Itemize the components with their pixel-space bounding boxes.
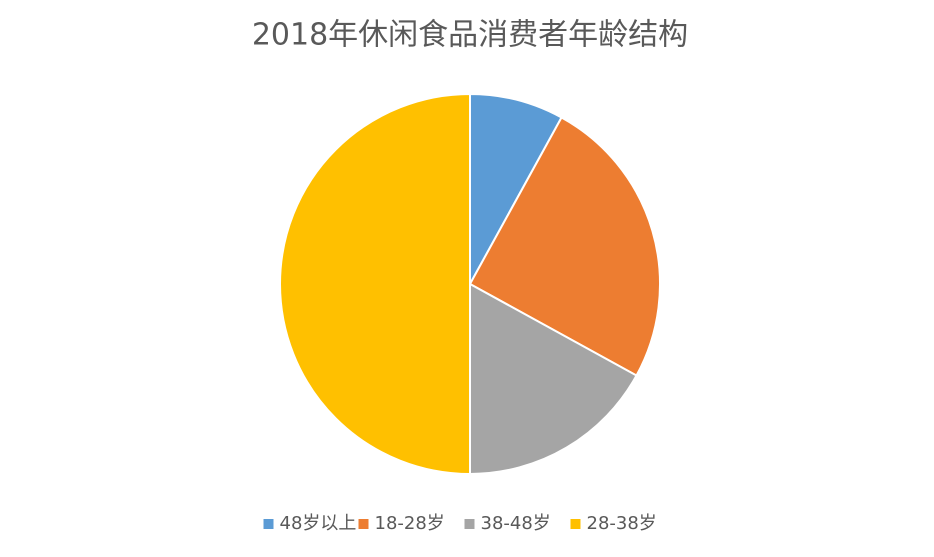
legend-swatch — [358, 519, 369, 529]
legend-label: 18-28岁 — [375, 513, 445, 534]
pie-slice — [279, 92, 471, 476]
legend-label: 48岁以上 — [280, 513, 357, 534]
pie-slice — [469, 92, 563, 285]
legend-label: 38-48岁 — [481, 513, 551, 534]
legend-swatch — [570, 519, 581, 529]
legend-swatch — [263, 519, 274, 529]
legend-swatch — [464, 519, 475, 529]
legend-label: 28-38岁 — [587, 513, 657, 534]
pie-slice — [469, 282, 638, 476]
chart-title: 2018年休闲食品消费者年龄结构 — [252, 18, 688, 53]
pie-slice — [468, 116, 661, 377]
